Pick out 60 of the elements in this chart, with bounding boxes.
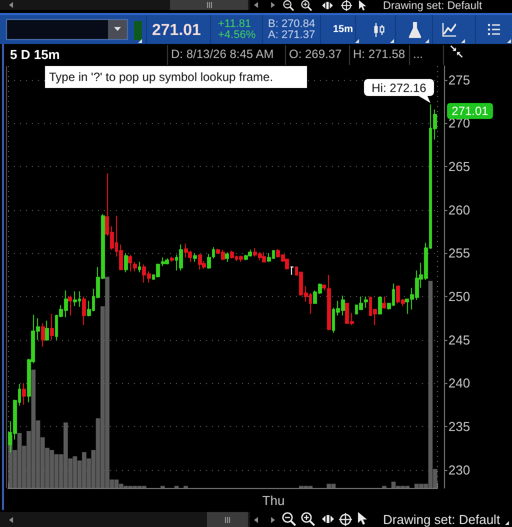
y-tick-label: 250 <box>448 288 470 304</box>
candlestick <box>193 252 197 262</box>
candlestick <box>128 254 132 272</box>
text: 15m <box>333 24 354 36</box>
text: ... <box>413 47 424 61</box>
text: Drawing set: Default <box>383 512 500 527</box>
candlestick <box>82 296 86 326</box>
y-tick-label: 260 <box>448 202 470 218</box>
candlestick <box>170 256 174 262</box>
chart-title: 5 D 15m <box>10 47 60 62</box>
candlestick <box>68 295 72 316</box>
text: A: 271.37 <box>268 29 316 42</box>
x-tick-label: Thu <box>262 493 285 508</box>
candlestick <box>133 261 137 272</box>
candlestick <box>179 244 183 271</box>
text: +11.81 <box>218 18 252 30</box>
text: B: 270.84 <box>268 18 316 30</box>
y-tick-label: 245 <box>448 332 470 348</box>
candlestick <box>285 258 289 270</box>
bar <box>326 484 332 488</box>
candlestick <box>378 296 382 314</box>
candlestick <box>45 320 49 342</box>
candlestick <box>230 250 234 259</box>
text: Drawing set: Default <box>383 0 482 13</box>
y-tick-label: 265 <box>448 159 470 174</box>
candlestick <box>138 261 141 273</box>
price-tag: 271.01 <box>447 103 493 119</box>
candlestick <box>124 252 128 273</box>
tooltip: Type in '?' to pop up symbol lookup frame. <box>45 66 307 88</box>
candlestick <box>73 290 77 307</box>
annotation: Hi: 272.16 <box>372 80 426 94</box>
candlestick <box>225 252 229 262</box>
candlestick <box>207 254 211 270</box>
text: H: 271.58 <box>353 47 406 61</box>
text: 271.01 <box>152 22 201 40</box>
annotation: Type in '?' to pop up symbol lookup frame. <box>49 70 274 84</box>
text: O: 269.37 <box>289 47 342 61</box>
candlestick <box>156 263 160 278</box>
text: +4.56% <box>218 29 256 42</box>
y-tick-label: 240 <box>448 376 470 391</box>
y-tick-label: 235 <box>448 418 470 434</box>
candlestick <box>212 246 215 259</box>
candlestick <box>248 249 252 258</box>
y-tick-label: 230 <box>448 462 470 478</box>
candlestick <box>198 254 202 270</box>
candlestick <box>290 266 294 276</box>
candlestick <box>161 257 165 267</box>
candlestick <box>22 382 26 406</box>
y-tick-label: 255 <box>448 246 470 261</box>
candlestick <box>50 313 54 340</box>
candlestick <box>184 243 188 258</box>
candlestick <box>41 322 45 348</box>
y-tick-label: 275 <box>448 72 470 88</box>
candlestick <box>382 296 386 310</box>
candlestick <box>364 296 368 308</box>
candlestick <box>262 252 266 262</box>
candlestick <box>165 258 169 265</box>
candlestick <box>239 255 243 262</box>
text: D: 8/13/26 8:45 AM <box>171 47 274 61</box>
candlestick <box>267 252 271 262</box>
